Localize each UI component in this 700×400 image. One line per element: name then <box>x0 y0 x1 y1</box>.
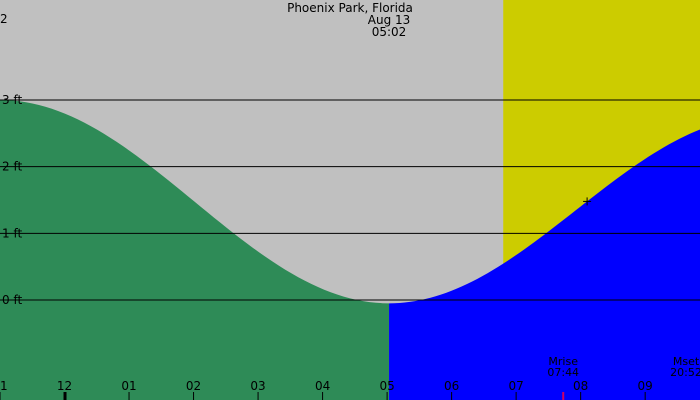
hour-axis: 11 12 01 02 03 04 05 06 07 08 09 <box>0 379 653 400</box>
tide-event-time: 05:02 <box>372 25 407 39</box>
x-tick-label: 04 <box>315 379 330 393</box>
x-tick-label: 09 <box>638 379 653 393</box>
x-tick-label: 03 <box>250 379 265 393</box>
moon-event-time: 07:44 <box>547 366 579 379</box>
falling-tide-area <box>0 100 390 400</box>
chart-title: Phoenix Park, Florida <box>287 1 413 15</box>
y-tick-label: 0 ft <box>2 293 22 307</box>
tide-areas <box>0 100 700 400</box>
corner-label: 2 <box>0 12 8 26</box>
rising-tide-area <box>389 129 700 400</box>
height-grid: 0 ft 1 ft 2 ft 3 ft <box>0 93 700 307</box>
moon-event-label: Mrise <box>548 355 578 368</box>
x-tick-label: 07 <box>508 379 523 393</box>
midnight-marker <box>63 392 67 400</box>
moon-event-time: 20:52 <box>670 366 700 379</box>
x-tick-label: 05 <box>379 379 394 393</box>
y-tick-label: 1 ft <box>2 226 22 240</box>
x-tick-label: 12 <box>57 379 72 393</box>
y-tick-label: 3 ft <box>2 93 22 107</box>
x-tick-label: 02 <box>186 379 201 393</box>
x-tick-label: 06 <box>444 379 459 393</box>
x-tick-label: 11 <box>0 379 8 393</box>
moon-event-label: Mset <box>673 355 700 368</box>
x-tick-label: 01 <box>121 379 136 393</box>
tide-event-date: Aug 13 <box>368 13 411 27</box>
x-tick-label: 08 <box>573 379 588 393</box>
y-tick-label: 2 ft <box>2 160 22 174</box>
